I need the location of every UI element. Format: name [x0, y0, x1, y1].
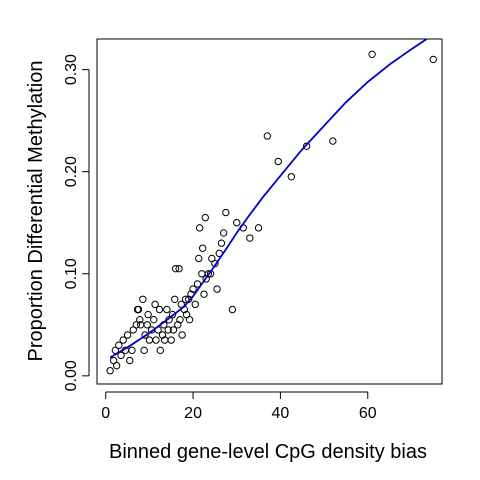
data-point [329, 137, 337, 145]
data-point [368, 50, 376, 59]
data-point [176, 315, 184, 324]
x-tick-label: 40 [272, 405, 290, 422]
data-points [106, 50, 437, 375]
data-point [185, 315, 194, 324]
y-tick-label: 0.00 [63, 360, 80, 391]
data-point [175, 264, 183, 273]
data-point [198, 244, 207, 252]
data-point [152, 336, 160, 344]
data-point [126, 356, 134, 365]
data-point [119, 336, 127, 344]
data-point [151, 300, 159, 309]
data-point [287, 173, 296, 181]
y-tick-label: 0.20 [63, 156, 80, 187]
data-point [164, 326, 172, 334]
data-point [191, 300, 199, 309]
data-point [141, 331, 149, 339]
data-point [145, 336, 154, 344]
data-point [263, 132, 272, 140]
data-point [150, 315, 158, 324]
data-point [140, 346, 148, 355]
plot-frame [96, 38, 443, 385]
data-point [429, 55, 437, 64]
data-point [217, 239, 226, 247]
data-point [134, 305, 143, 314]
data-point [115, 341, 123, 349]
data-point [139, 295, 147, 303]
data-point [168, 310, 177, 319]
data-point [171, 295, 179, 303]
data-point [195, 254, 203, 263]
data-point [167, 336, 175, 344]
y-tick-label: 0.10 [63, 258, 80, 289]
data-point [189, 285, 197, 293]
data-point [143, 321, 151, 329]
data-point [213, 285, 221, 293]
fit-line [109, 38, 428, 359]
data-point [204, 270, 213, 278]
data-point [178, 331, 186, 339]
data-point [136, 315, 144, 324]
data-point [193, 280, 202, 288]
data-point [254, 224, 263, 232]
data-point [195, 224, 204, 232]
x-tick-label: 20 [184, 405, 202, 422]
data-point [156, 346, 165, 355]
x-axis: 0 20 40 60 [101, 391, 377, 422]
data-point [155, 305, 164, 314]
data-point [163, 305, 171, 314]
data-point [144, 310, 152, 319]
data-point [132, 321, 141, 329]
data-point [274, 157, 282, 166]
data-point [117, 351, 125, 360]
data-point [112, 361, 121, 370]
data-point [169, 326, 178, 334]
x-axis-title: Binned gene-level CpG density bias [109, 441, 427, 463]
y-axis-title: Proportion Differential Methylation [25, 61, 47, 362]
data-point [302, 142, 311, 150]
data-point [219, 229, 228, 237]
data-point [200, 290, 208, 298]
x-tick-label: 60 [359, 405, 377, 422]
y-tick-label: 0.30 [63, 54, 80, 85]
data-point [222, 208, 230, 217]
data-point [128, 346, 136, 355]
data-point [228, 305, 237, 314]
fit-line-group [109, 38, 428, 359]
data-point [123, 331, 132, 339]
data-point [171, 264, 180, 273]
data-point [106, 367, 114, 375]
y-axis: 0.00 0.10 0.20 0.30 [63, 54, 90, 391]
data-point [201, 213, 210, 222]
data-point [233, 219, 241, 227]
x-tick-label: 0 [101, 405, 110, 422]
data-point [246, 234, 254, 242]
data-point [181, 295, 190, 303]
